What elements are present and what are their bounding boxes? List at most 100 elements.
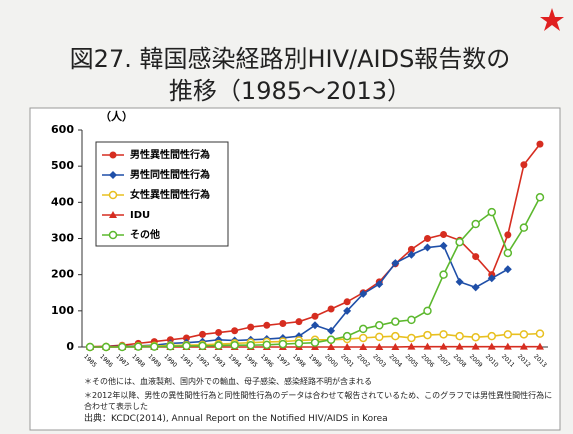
- marker: [455, 237, 464, 247]
- marker: [535, 342, 544, 350]
- marker: [310, 338, 320, 347]
- marker: [327, 326, 336, 335]
- marker: [503, 330, 513, 339]
- marker: [182, 341, 191, 351]
- marker: [407, 315, 416, 325]
- marker: [343, 343, 352, 350]
- marker: [423, 243, 432, 252]
- marker: [375, 321, 384, 330]
- marker: [407, 333, 416, 343]
- marker: [150, 342, 159, 351]
- marker: [294, 339, 304, 348]
- y-tick-label: 200: [51, 268, 74, 281]
- marker: [375, 332, 384, 342]
- marker: [311, 312, 319, 320]
- marker: [504, 231, 512, 239]
- marker: [343, 306, 352, 315]
- marker: [439, 270, 448, 279]
- marker: [279, 319, 287, 327]
- marker: [503, 248, 513, 258]
- marker: [391, 343, 400, 350]
- marker: [263, 321, 271, 329]
- legend-label: 男性異性間性行為: [130, 148, 210, 161]
- marker: [327, 305, 335, 313]
- marker: [471, 332, 480, 342]
- marker: [101, 342, 111, 352]
- marker: [535, 193, 545, 202]
- note: ＊2012年以降、男性の異性間性行為と同性間性行為のデータは合わせて報告されてい…: [84, 391, 553, 411]
- marker: [231, 327, 239, 335]
- marker: [199, 330, 207, 338]
- marker: [358, 324, 368, 334]
- legend-label: その他: [130, 228, 160, 241]
- marker: [503, 265, 512, 274]
- marker: [358, 333, 368, 343]
- marker: [108, 230, 118, 240]
- legend-label: IDU: [130, 210, 150, 221]
- star: [540, 8, 564, 31]
- marker: [375, 280, 384, 289]
- note: ＊その他には、血液製剤、国内外での輸血、母子感染、感染経路不明が含まれる: [84, 377, 372, 386]
- marker: [519, 330, 529, 339]
- marker: [214, 341, 223, 350]
- marker: [536, 140, 544, 148]
- marker: [472, 253, 480, 261]
- marker: [423, 342, 432, 350]
- marker: [311, 321, 319, 330]
- marker: [359, 289, 368, 298]
- marker: [198, 341, 207, 351]
- y-tick-label: 600: [51, 123, 74, 136]
- chart-title: 図27. 韓国感染経路別HIV/AIDS報告数の: [70, 45, 511, 73]
- marker: [391, 259, 400, 268]
- marker: [342, 331, 352, 341]
- marker: [535, 329, 545, 338]
- marker: [247, 323, 255, 331]
- y-tick-label: 300: [51, 232, 74, 245]
- y-tick-label: 400: [51, 195, 74, 208]
- marker: [519, 342, 528, 350]
- marker: [109, 171, 117, 179]
- marker: [455, 277, 464, 286]
- marker: [407, 250, 416, 259]
- marker: [343, 298, 351, 306]
- marker: [166, 342, 175, 351]
- marker: [133, 342, 143, 351]
- marker: [407, 342, 416, 350]
- legend-label: 男性同性間性行為: [130, 168, 210, 181]
- y-tick-label: 0: [66, 340, 74, 353]
- marker: [391, 331, 400, 341]
- legend-label: 女性異性間性行為: [130, 188, 210, 201]
- marker: [215, 329, 223, 337]
- y-axis-label: （人）: [100, 109, 133, 123]
- marker: [439, 342, 448, 350]
- marker: [471, 342, 480, 350]
- marker: [326, 335, 336, 345]
- marker: [423, 306, 432, 316]
- marker: [109, 151, 117, 159]
- marker: [423, 330, 432, 340]
- marker: [182, 334, 190, 342]
- marker: [278, 339, 288, 349]
- marker: [519, 223, 529, 232]
- marker: [117, 342, 127, 352]
- marker: [375, 343, 384, 350]
- marker: [439, 241, 448, 250]
- marker: [487, 274, 496, 283]
- source: 出典：KCDC(2014), Annual Report on the Noti…: [84, 414, 388, 424]
- chart-title: 推移（1985～2013）: [169, 77, 411, 105]
- marker: [295, 318, 303, 326]
- marker: [230, 340, 239, 350]
- marker: [503, 342, 512, 350]
- marker: [423, 235, 431, 242]
- marker: [359, 343, 368, 350]
- marker: [391, 317, 400, 326]
- marker: [471, 283, 480, 292]
- marker: [262, 340, 272, 350]
- y-tick-label: 100: [51, 304, 74, 317]
- marker: [520, 161, 528, 169]
- marker: [327, 343, 336, 350]
- marker: [109, 211, 117, 218]
- y-tick-label: 500: [51, 159, 74, 172]
